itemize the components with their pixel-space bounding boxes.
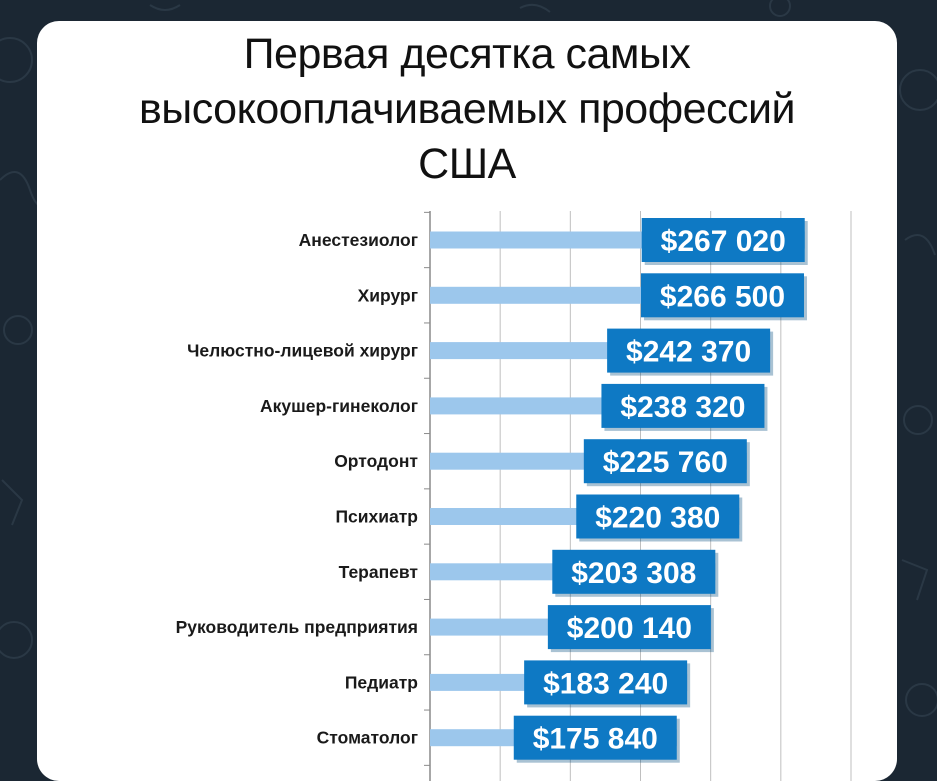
category-label: Анестезиолог	[299, 230, 418, 250]
data-label: $203 308	[571, 557, 696, 590]
data-label: $225 760	[603, 446, 728, 479]
category-label: Челюстно-лицевой хирург	[187, 341, 418, 361]
data-label: $220 380	[595, 502, 720, 535]
data-label: $175 840	[533, 723, 658, 756]
data-label: $242 370	[626, 336, 751, 369]
chart-title: Первая десятка самых высокооплачиваемых …	[37, 27, 897, 192]
category-label: Психиатр	[335, 507, 418, 527]
data-label-box	[640, 273, 804, 318]
data-label: $183 240	[543, 667, 668, 700]
data-label: $238 320	[620, 391, 745, 424]
data-label-box	[547, 605, 711, 650]
bar-chart: Анестезиолог $267 020 Хирург $266 500 Челюст…	[176, 211, 852, 781]
category-label: Хирург	[358, 285, 418, 305]
category-label: Руководитель предприятия	[176, 617, 418, 637]
data-label: $267 020	[661, 225, 786, 258]
data-label-box	[552, 549, 716, 594]
data-label-box	[601, 383, 765, 428]
chart-card: Первая десятка самых высокооплачиваемых …	[37, 21, 897, 781]
data-label: $266 500	[660, 280, 785, 313]
data-label: $200 140	[567, 612, 692, 645]
data-label-box	[607, 328, 771, 373]
data-label-box	[513, 715, 677, 760]
category-label: Ортодонт	[334, 451, 418, 471]
chart-title-line-3: США	[418, 140, 516, 188]
chart-title-line-1: Первая десятка самых	[243, 30, 691, 78]
category-label: Акушер-гинеколог	[260, 396, 418, 416]
category-label: Терапевт	[339, 562, 419, 582]
data-label-box	[524, 660, 688, 705]
data-label-box	[583, 439, 747, 484]
data-label-box	[641, 218, 805, 262]
data-label-box	[576, 494, 740, 539]
chart-title-line-2: высокооплачиваемых профессий	[138, 85, 796, 133]
category-label: Стоматолог	[317, 728, 418, 748]
category-label: Педиатр	[345, 672, 418, 692]
